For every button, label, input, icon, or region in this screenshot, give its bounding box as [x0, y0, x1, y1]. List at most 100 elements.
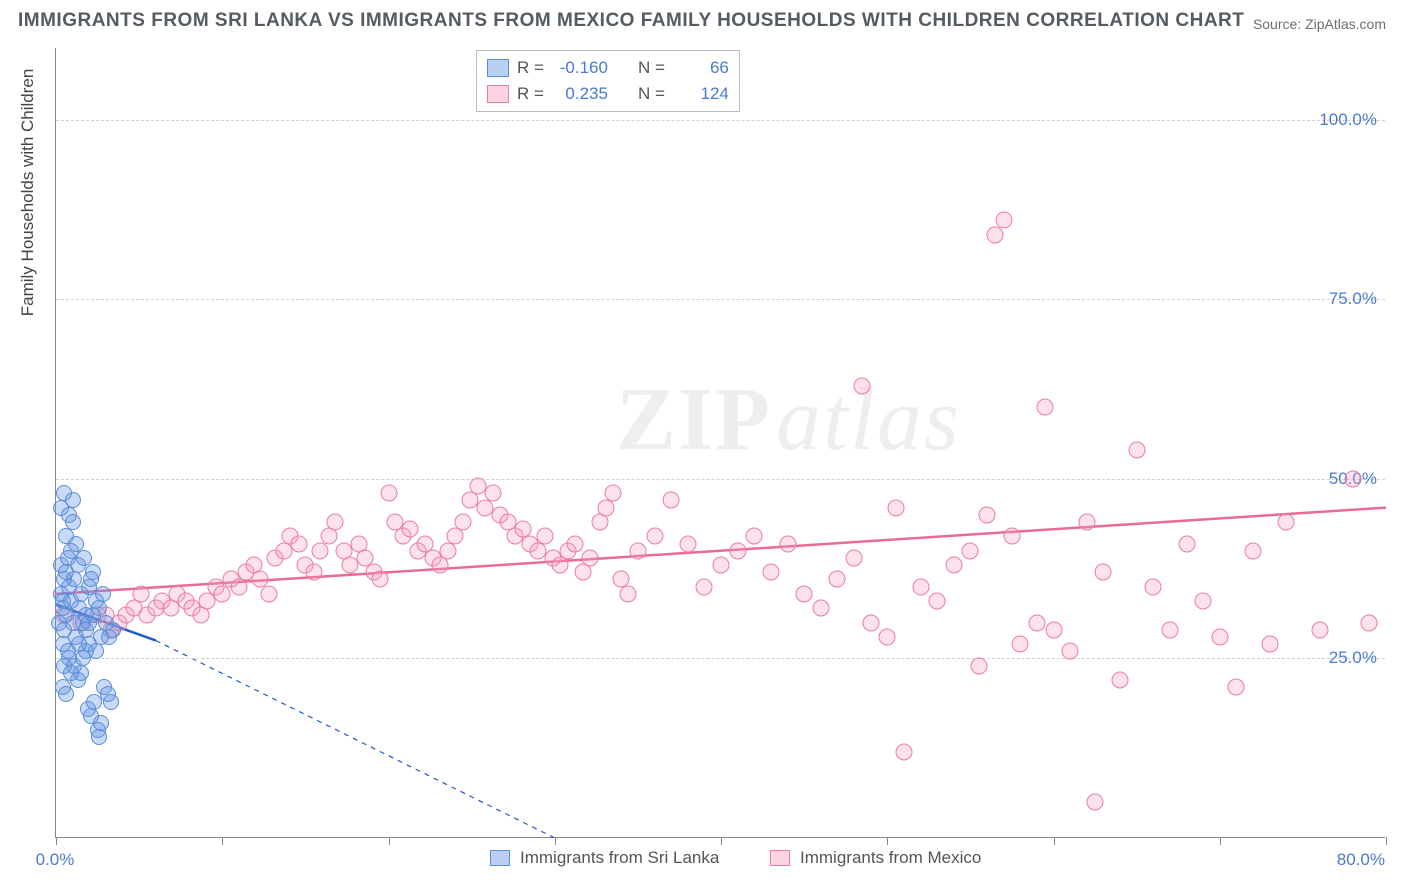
- y-tick-label: 75.0%: [1329, 289, 1377, 309]
- scatter-point: [485, 485, 502, 502]
- legend-label-blue: Immigrants from Sri Lanka: [520, 848, 719, 868]
- scatter-point: [1037, 399, 1054, 416]
- scatter-point: [619, 585, 636, 602]
- scatter-point: [1195, 593, 1212, 610]
- scatter-point: [962, 542, 979, 559]
- x-tick: [1386, 837, 1387, 845]
- scatter-point: [61, 507, 77, 523]
- stats-legend-box: R = -0.160 N = 66 R = 0.235 N = 124: [476, 50, 740, 112]
- x-tick: [555, 837, 556, 845]
- scatter-point: [646, 528, 663, 545]
- scatter-point: [71, 636, 87, 652]
- stats-n-value: 66: [673, 58, 729, 78]
- scatter-point: [887, 499, 904, 516]
- scatter-point: [1045, 621, 1062, 638]
- scatter-point: [312, 542, 329, 559]
- x-tick-label-max: 80.0%: [1337, 850, 1385, 870]
- scatter-point: [1003, 528, 1020, 545]
- legend-item-pink: Immigrants from Mexico: [770, 848, 981, 868]
- scatter-point: [1344, 470, 1361, 487]
- scatter-point: [566, 535, 583, 552]
- scatter-point: [629, 542, 646, 559]
- scatter-point: [1161, 621, 1178, 638]
- y-axis-title: Family Households with Children: [18, 69, 38, 317]
- scatter-point: [536, 528, 553, 545]
- stats-n-label: N =: [638, 84, 665, 104]
- scatter-point: [1012, 636, 1029, 653]
- scatter-point: [1112, 672, 1129, 689]
- x-tick: [56, 837, 57, 845]
- scatter-point: [55, 593, 71, 609]
- scatter-point: [1278, 514, 1295, 531]
- chart-plot-area: ZIP atlas R =-0.160N =66R =0.235N =124 2…: [55, 48, 1385, 838]
- gridline-h: [56, 658, 1385, 659]
- stats-r-value: 0.235: [552, 84, 608, 104]
- scatter-point: [1261, 636, 1278, 653]
- scatter-point: [1095, 564, 1112, 581]
- scatter-point: [713, 557, 730, 574]
- x-tick: [222, 837, 223, 845]
- x-tick: [1220, 837, 1221, 845]
- scatter-point: [402, 521, 419, 538]
- scatter-point: [1211, 628, 1228, 645]
- scatter-point: [846, 549, 863, 566]
- scatter-point: [380, 485, 397, 502]
- scatter-point: [260, 585, 277, 602]
- legend-swatch-pink: [770, 850, 790, 866]
- scatter-point: [1145, 578, 1162, 595]
- source-label: Source: ZipAtlas.com: [1253, 16, 1386, 32]
- scatter-point: [1128, 442, 1145, 459]
- scatter-point: [604, 485, 621, 502]
- scatter-point: [432, 557, 449, 574]
- gridline-h: [56, 479, 1385, 480]
- scatter-point: [970, 657, 987, 674]
- scatter-point: [83, 571, 99, 587]
- scatter-point: [779, 535, 796, 552]
- scatter-point: [1311, 621, 1328, 638]
- stats-row: R = 0.235 N = 124: [487, 81, 729, 107]
- scatter-point: [854, 377, 871, 394]
- scatter-point: [93, 629, 109, 645]
- legend-item-blue: Immigrants from Sri Lanka: [490, 848, 719, 868]
- scatter-point: [305, 564, 322, 581]
- scatter-point: [862, 614, 879, 631]
- scatter-point: [987, 226, 1004, 243]
- watermark-zip: ZIP: [616, 368, 772, 471]
- scatter-point: [132, 585, 149, 602]
- chart-title: IMMIGRANTS FROM SRI LANKA VS IMMIGRANTS …: [18, 10, 1244, 32]
- y-tick-label: 100.0%: [1319, 110, 1377, 130]
- x-tick-label-min: 0.0%: [36, 850, 75, 870]
- scatter-point: [679, 535, 696, 552]
- scatter-point: [1361, 614, 1378, 631]
- scatter-point: [696, 578, 713, 595]
- stats-swatch: [487, 85, 509, 103]
- scatter-point: [58, 564, 74, 580]
- scatter-point: [1178, 535, 1195, 552]
- stats-n-value: 124: [673, 84, 729, 104]
- scatter-point: [1062, 643, 1079, 660]
- scatter-point: [93, 715, 109, 731]
- scatter-point: [581, 549, 598, 566]
- x-tick: [389, 837, 390, 845]
- scatter-point: [796, 585, 813, 602]
- scatter-point: [929, 593, 946, 610]
- scatter-point: [1087, 794, 1104, 811]
- scatter-point: [1028, 614, 1045, 631]
- scatter-point: [91, 729, 107, 745]
- stats-r-value: -0.160: [552, 58, 608, 78]
- legend-swatch-blue: [490, 850, 510, 866]
- scatter-point: [447, 528, 464, 545]
- scatter-point: [81, 615, 97, 631]
- scatter-point: [995, 212, 1012, 229]
- scatter-point: [372, 571, 389, 588]
- scatter-point: [979, 506, 996, 523]
- scatter-point: [912, 578, 929, 595]
- scatter-point: [58, 686, 74, 702]
- scatter-point: [103, 694, 119, 710]
- scatter-point: [812, 600, 829, 617]
- scatter-point: [729, 542, 746, 559]
- trend-lines: [56, 48, 1386, 838]
- stats-r-label: R =: [517, 84, 544, 104]
- scatter-point: [95, 586, 111, 602]
- x-tick: [1054, 837, 1055, 845]
